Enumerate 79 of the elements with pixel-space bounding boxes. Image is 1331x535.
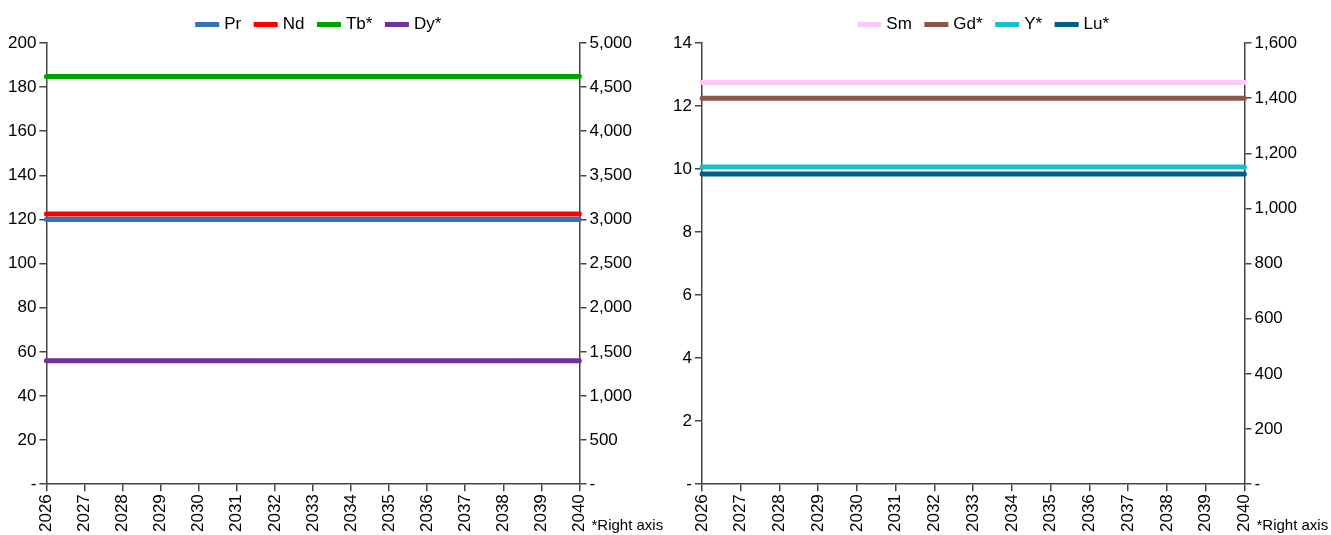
y2-tick-label: 2,500 bbox=[589, 253, 633, 273]
y2-tick-label: 400 bbox=[1254, 363, 1283, 383]
y-tick-label: 180 bbox=[7, 76, 37, 96]
x-tick-label: 2027 bbox=[74, 494, 94, 533]
text: *Right axis bbox=[1256, 515, 1329, 533]
y-tick-label: 100 bbox=[7, 253, 37, 273]
x-tick-label: 2032 bbox=[924, 494, 944, 533]
x-tick-label: 2031 bbox=[885, 494, 905, 533]
y-tick-label: 6 bbox=[682, 284, 692, 304]
y2-tick-label: - bbox=[589, 473, 596, 493]
legend-label: Sm bbox=[886, 14, 912, 34]
y2-tick-label: 3,500 bbox=[589, 165, 633, 185]
x-tick-label: 2034 bbox=[1001, 494, 1021, 533]
y-tick-label: 200 bbox=[7, 32, 37, 52]
y2-tick-label: 4,500 bbox=[589, 76, 633, 96]
legend-label: Gd* bbox=[953, 14, 984, 34]
x-tick-label: 2035 bbox=[1040, 494, 1060, 533]
x-tick-label: 2040 bbox=[1234, 494, 1254, 533]
legend-label: Y* bbox=[1024, 14, 1043, 34]
y2-tick-label: 1,200 bbox=[1254, 142, 1298, 162]
x-tick-label: 2026 bbox=[36, 494, 56, 533]
y2-tick-label: 2,000 bbox=[589, 297, 633, 317]
y-tick-label: 20 bbox=[17, 429, 37, 449]
text: *Right axis bbox=[591, 515, 664, 533]
y-tick-label: - bbox=[686, 473, 692, 493]
x-tick-label: 2029 bbox=[150, 494, 170, 533]
x-tick-label: 2032 bbox=[264, 494, 284, 533]
y-tick-label: 140 bbox=[7, 165, 37, 185]
y-tick-label: 80 bbox=[17, 297, 37, 317]
x-tick-label: 2031 bbox=[226, 494, 246, 533]
y-tick-label: 60 bbox=[17, 341, 37, 361]
x-tick-label: 2028 bbox=[769, 494, 789, 533]
x-tick-label: 2029 bbox=[807, 494, 827, 533]
x-tick-label: 2034 bbox=[340, 494, 360, 533]
y2-tick-label: 1,600 bbox=[1254, 32, 1298, 52]
y-tick-label: 120 bbox=[7, 209, 37, 229]
x-tick-label: 2039 bbox=[531, 494, 551, 533]
y2-tick-label: 3,000 bbox=[589, 209, 633, 229]
y-tick-label: 8 bbox=[682, 221, 692, 241]
x-tick-label: 2028 bbox=[112, 494, 132, 533]
y-tick-label: 2 bbox=[682, 410, 692, 430]
y2-tick-label: 800 bbox=[1254, 253, 1283, 273]
y-tick-label: 4 bbox=[682, 347, 692, 367]
x-tick-label: 2026 bbox=[691, 494, 711, 533]
y-tick-label: 14 bbox=[672, 32, 692, 52]
x-tick-label: 2036 bbox=[1079, 494, 1099, 533]
x-tick-label: 2033 bbox=[302, 494, 322, 533]
y2-tick-label: 500 bbox=[589, 429, 618, 449]
legend-label: Lu* bbox=[1083, 14, 1110, 34]
x-tick-label: 2039 bbox=[1195, 494, 1215, 533]
legend-label: Tb* bbox=[345, 14, 373, 34]
y2-tick-label: 1,000 bbox=[589, 385, 633, 405]
y2-tick-label: 1,000 bbox=[1254, 198, 1298, 218]
y-tick-label: 12 bbox=[672, 95, 692, 115]
x-tick-label: 2027 bbox=[730, 494, 750, 533]
x-tick-label: 2033 bbox=[962, 494, 982, 533]
y-tick-label: 160 bbox=[7, 120, 37, 140]
y-tick-label: - bbox=[30, 473, 37, 493]
y2-tick-label: 1,400 bbox=[1254, 87, 1298, 107]
y2-tick-label: 200 bbox=[1254, 418, 1283, 438]
y2-tick-label: 1,500 bbox=[589, 341, 633, 361]
y2-tick-label: 4,000 bbox=[589, 120, 633, 140]
x-tick-label: 2035 bbox=[378, 494, 398, 533]
x-tick-label: 2037 bbox=[454, 494, 474, 533]
x-tick-label: 2036 bbox=[416, 494, 436, 533]
x-tick-label: 2037 bbox=[1117, 494, 1137, 533]
y-tick-label: 10 bbox=[672, 158, 692, 178]
x-tick-label: 2038 bbox=[492, 494, 512, 533]
legend-label: Pr bbox=[224, 14, 242, 34]
y2-tick-label: - bbox=[1254, 473, 1261, 493]
x-tick-label: 2038 bbox=[1156, 494, 1176, 533]
y2-tick-label: 600 bbox=[1254, 308, 1283, 328]
y-tick-label: 40 bbox=[17, 385, 37, 405]
x-tick-label: 2040 bbox=[569, 494, 589, 533]
legend-label: Nd bbox=[282, 14, 305, 34]
y2-tick-label: 5,000 bbox=[589, 32, 633, 52]
x-tick-label: 2030 bbox=[846, 494, 866, 533]
x-tick-label: 2030 bbox=[188, 494, 208, 533]
legend-label: Dy* bbox=[413, 14, 442, 34]
